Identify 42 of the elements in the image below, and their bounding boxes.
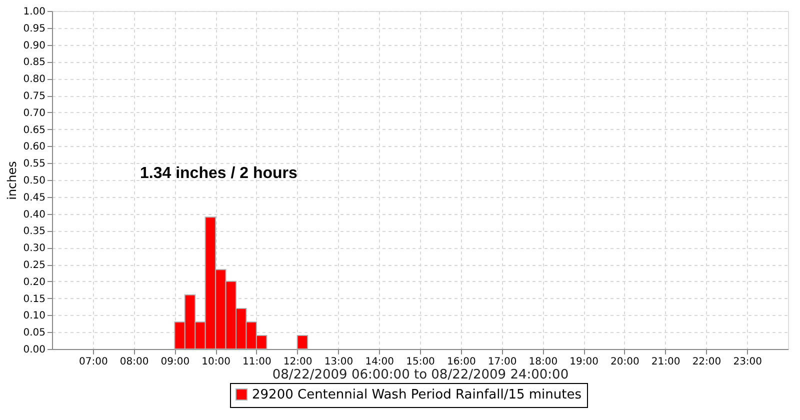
- y-tick-label: 0.30: [23, 243, 46, 254]
- x-tick-label: 23:00: [733, 356, 762, 368]
- y-tick-label: 0.85: [23, 57, 46, 68]
- x-tick-label: 15:00: [406, 356, 435, 368]
- y-tick-label: 0.40: [23, 209, 46, 220]
- y-axis-title: inches: [5, 161, 20, 200]
- x-tick-label: 09:00: [160, 356, 190, 368]
- y-tick-label: 0.20: [23, 276, 46, 288]
- y-tick-label: 0.05: [23, 328, 46, 339]
- y-tick-label: 0.00: [23, 344, 46, 356]
- x-axis-title: 08/22/2009 06:00:00 to 08/22/2009 24:00:00: [272, 368, 569, 382]
- x-tick-label: 08:00: [120, 356, 149, 368]
- x-tick-label: 18:00: [528, 356, 558, 368]
- y-tick-label: 0.95: [23, 23, 46, 34]
- x-tick-label: 11:00: [242, 356, 272, 368]
- y-tick-label: 0.60: [23, 142, 46, 153]
- x-tick-label: 17:00: [488, 356, 517, 368]
- y-tick-label: 0.35: [23, 226, 46, 238]
- x-tick-label: 13:00: [324, 356, 354, 368]
- x-tick-label: 14:00: [365, 356, 394, 368]
- annotation: 1.34 inches / 2 hours: [140, 165, 298, 182]
- y-tick-label: 0.70: [23, 108, 46, 119]
- x-tick-label: 10:00: [202, 356, 230, 368]
- x-tick-label: 16:00: [446, 356, 476, 368]
- y-tick-label: 0.50: [23, 176, 46, 186]
- legend-label: 29200 Centennial Wash Period Rainfall/15 minutes: [252, 388, 582, 402]
- y-tick-label: 0.10: [23, 310, 46, 322]
- y-tick-label: 0.45: [23, 192, 46, 204]
- x-tick-label: 07:00: [78, 356, 108, 368]
- y-tick-label: 0.55: [23, 158, 46, 170]
- y-tick-label: 1.00: [23, 6, 46, 18]
- x-tick-label: 22:00: [692, 356, 722, 368]
- x-tick-label: 21:00: [651, 356, 680, 368]
- x-tick-label: 20:00: [610, 356, 640, 368]
- y-tick-label: 0.15: [23, 294, 46, 305]
- x-tick-label: 19:00: [570, 356, 598, 368]
- y-tick-label: 0.90: [23, 40, 46, 52]
- y-tick-label: 0.25: [23, 260, 46, 271]
- y-tick-label: 0.65: [23, 124, 46, 136]
- x-tick-label: 12:00: [283, 356, 312, 368]
- y-tick-label: 0.75: [23, 91, 46, 102]
- y-tick-label: 0.80: [23, 74, 46, 86]
